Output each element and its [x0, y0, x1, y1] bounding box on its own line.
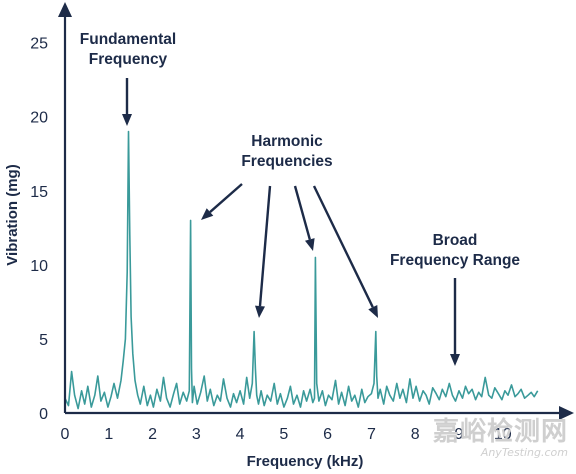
- x-tick-label: 3: [192, 426, 201, 443]
- annotation-label: Fundamental: [80, 31, 176, 48]
- y-axis-title: Vibration (mg): [4, 164, 21, 265]
- annotation-label: Frequency Range: [390, 252, 520, 269]
- x-tick-label: 5: [279, 426, 288, 443]
- annotation-arrowhead: [450, 354, 460, 366]
- x-axis-arrowhead: [559, 406, 574, 420]
- x-tick-label: 8: [411, 426, 420, 443]
- annotation-label: Frequencies: [241, 153, 332, 170]
- x-tick-label: 9: [455, 426, 464, 443]
- annotation-arrow: [293, 185, 311, 240]
- annotation-arrow: [312, 185, 374, 308]
- watermark-sub: AnyTesting.com: [480, 446, 568, 459]
- annotation-arrowhead: [368, 305, 378, 318]
- x-tick-label: 7: [367, 426, 376, 443]
- annotation-arrowhead: [255, 305, 265, 318]
- watermark: 嘉峪检测网 AnyTesting.com: [418, 418, 568, 460]
- x-tick-label: 6: [323, 426, 332, 443]
- annotation-label: Broad: [433, 232, 478, 249]
- x-tick-label: 2: [148, 426, 157, 443]
- x-tick-label: 0: [61, 426, 70, 443]
- y-tick-label: 20: [30, 110, 48, 127]
- annotation-arrow: [258, 185, 272, 307]
- spectrum-series: [64, 130, 539, 410]
- axes: [58, 2, 574, 420]
- y-tick-label: 15: [30, 184, 48, 201]
- x-tick-label: 10: [494, 426, 512, 443]
- annotation-arrowhead: [122, 114, 132, 126]
- annotation-arrow: [209, 183, 243, 213]
- annotations: Fundamental Frequency Harmonic Frequencies B…: [80, 31, 520, 366]
- y-tick-label: 0: [39, 406, 48, 423]
- x-tick-label: 1: [104, 426, 113, 443]
- tick-labels: 0 1 2 3 4 5 6 7 8 9 10 0 5 10 15 20 25: [30, 36, 512, 443]
- annotation-label: Harmonic: [251, 133, 323, 150]
- annotation-arrowhead: [305, 238, 315, 251]
- y-tick-label: 5: [39, 332, 48, 349]
- y-tick-label: 25: [30, 36, 48, 53]
- watermark-text: 嘉峪检测网: [432, 417, 568, 447]
- x-tick-label: 4: [236, 426, 245, 443]
- annotation-arrowhead: [201, 208, 214, 220]
- y-tick-label: 10: [30, 258, 48, 275]
- y-axis-arrowhead: [58, 2, 72, 17]
- annotation-label: Frequency: [89, 51, 168, 68]
- spectrum-line-0: [64, 130, 539, 410]
- x-axis-title: Frequency (kHz): [247, 453, 364, 470]
